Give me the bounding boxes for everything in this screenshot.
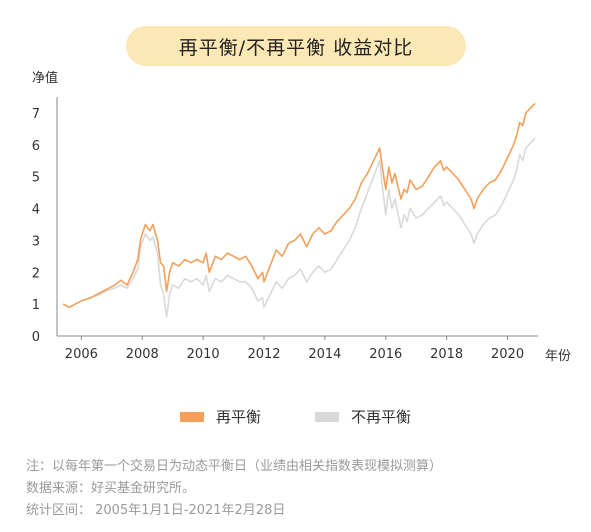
y-tick-label: 5 (32, 171, 40, 186)
y-tick-label: 0 (32, 330, 40, 345)
chart-title: 再平衡/不再平衡 收益对比 (126, 26, 466, 66)
x-tick-label: 2008 (126, 347, 159, 362)
chart-series (62, 102, 536, 318)
note-source: 数据来源：好买基金研究所。 (26, 481, 196, 496)
note-methodology: 注：以每年第一个交易日为动态平衡日（业绩由相关指数表现模拟测算） (26, 459, 443, 474)
x-tick-label: 2012 (247, 347, 280, 362)
y-tick-label: 6 (32, 139, 40, 154)
note-period: 统计区间： 2005年1月1日-2021年2月28日 (26, 503, 286, 518)
y-tick-label: 4 (32, 203, 40, 218)
x-tick-label: 2010 (187, 347, 220, 362)
series-line-no-rebalance (62, 137, 536, 318)
chart-notes: 注：以每年第一个交易日为动态平衡日（业绩由相关指数表现模拟测算） 数据来源：好买… (26, 456, 442, 522)
x-tick-label: 2006 (65, 347, 98, 362)
legend-label-rebalance: 再平衡 (215, 408, 261, 426)
y-tick-label: 2 (32, 266, 40, 281)
y-tick-label: 1 (32, 298, 40, 313)
x-tick-label: 2014 (308, 347, 341, 362)
x-axis-label: 年份 (545, 349, 571, 364)
series-line-rebalance (62, 102, 536, 309)
chart-legend: 再平衡 不再平衡 (0, 406, 591, 427)
x-tick-label: 2018 (430, 347, 463, 362)
y-axis-label: 净值 (32, 70, 58, 86)
legend-swatch-rebalance (179, 411, 204, 422)
legend-swatch-no-rebalance (315, 411, 339, 422)
legend-label-no-rebalance: 不再平衡 (351, 408, 412, 426)
y-tick-label: 7 (32, 107, 40, 122)
legend-item-rebalance[interactable]: 再平衡 (179, 406, 261, 427)
x-tick-label: 2020 (491, 347, 524, 362)
legend-item-no-rebalance[interactable]: 不再平衡 (315, 406, 411, 427)
y-tick-label: 3 (32, 234, 40, 249)
x-tick-label: 2016 (369, 347, 402, 362)
